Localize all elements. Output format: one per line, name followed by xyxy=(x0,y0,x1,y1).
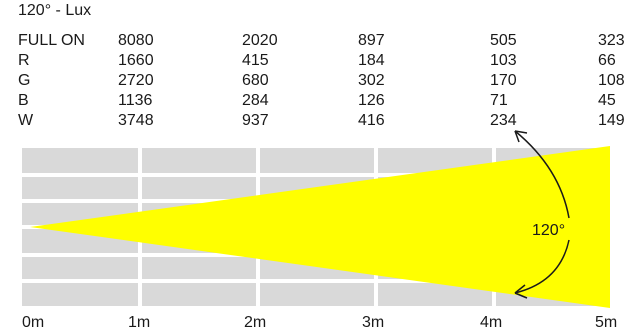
lux-value-cell: 937 xyxy=(242,112,269,129)
distance-tick-label: 4m xyxy=(480,314,503,331)
lux-value-cell: 680 xyxy=(242,72,269,89)
lux-value-cell: 45 xyxy=(598,92,616,109)
lux-value-cell: 108 xyxy=(598,72,625,89)
lux-value-cell: 323 xyxy=(598,32,625,49)
chart-title: 120° - Lux xyxy=(18,2,92,19)
row-label: B xyxy=(18,92,29,109)
lux-value-cell: 3748 xyxy=(118,112,154,129)
angle-arrow-bottom xyxy=(514,239,570,294)
lux-value-cell: 897 xyxy=(358,32,385,49)
distance-tick-label: 2m xyxy=(244,314,267,331)
row-label: G xyxy=(18,72,31,89)
lux-value-cell: 415 xyxy=(242,52,269,69)
row-label: R xyxy=(18,52,30,69)
lux-value-cell: 1136 xyxy=(118,92,153,109)
lux-value-cell: 2720 xyxy=(118,72,154,89)
lux-value-cell: 149 xyxy=(598,112,625,129)
lux-value-cell: 126 xyxy=(358,92,385,109)
row-label: FULL ON xyxy=(18,32,85,49)
angle-label: 120° xyxy=(532,222,565,239)
light-beam xyxy=(30,146,610,308)
lux-value-cell: 2020 xyxy=(242,32,278,49)
lux-value-cell: 284 xyxy=(242,92,269,109)
angle-arrow-top xyxy=(514,130,570,219)
lux-value-cell: 184 xyxy=(358,52,385,69)
row-label: W xyxy=(18,112,34,129)
distance-tick-label: 0m xyxy=(22,314,45,331)
lux-value-cell: 234 xyxy=(490,112,517,129)
angle-arrowhead-bottom xyxy=(514,284,528,299)
lux-value-cell: 1660 xyxy=(118,52,154,69)
lux-value-cell: 66 xyxy=(598,52,616,69)
distance-tick-label: 3m xyxy=(362,314,385,331)
distance-tick-label: 5m xyxy=(595,314,618,331)
lux-value-cell: 170 xyxy=(490,72,517,89)
lux-value-cell: 71 xyxy=(490,92,508,109)
lux-value-cell: 302 xyxy=(358,72,385,89)
lux-value-cell: 416 xyxy=(358,112,385,129)
lux-value-cell: 103 xyxy=(490,52,517,69)
lux-value-cell: 8080 xyxy=(118,32,154,49)
lux-value-cell: 505 xyxy=(490,32,517,49)
distance-tick-label: 1m xyxy=(128,314,151,331)
grid-hline xyxy=(22,279,610,283)
grid-hline xyxy=(22,173,610,177)
angle-arrowhead-top xyxy=(514,130,528,143)
